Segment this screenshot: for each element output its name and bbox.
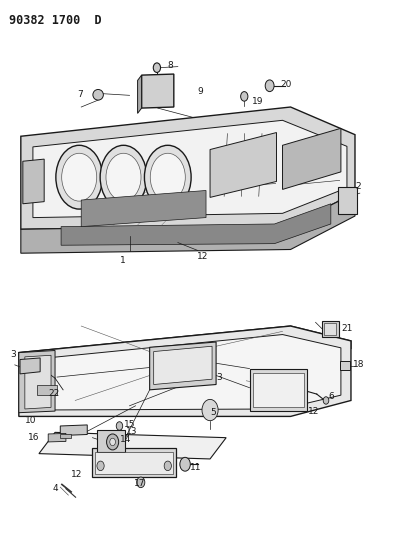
Ellipse shape — [144, 146, 191, 209]
Polygon shape — [60, 434, 71, 438]
Circle shape — [107, 434, 119, 450]
Polygon shape — [19, 326, 351, 360]
Polygon shape — [23, 159, 44, 204]
Circle shape — [342, 364, 346, 368]
Text: 3: 3 — [216, 373, 222, 382]
Polygon shape — [39, 432, 226, 459]
Polygon shape — [142, 74, 174, 108]
Circle shape — [116, 422, 123, 430]
Circle shape — [153, 63, 160, 72]
Polygon shape — [31, 335, 341, 410]
Text: 18: 18 — [353, 360, 364, 369]
Ellipse shape — [106, 154, 141, 201]
Text: 17: 17 — [134, 479, 145, 488]
Circle shape — [265, 80, 274, 92]
Text: 10: 10 — [25, 416, 36, 425]
Polygon shape — [210, 133, 276, 197]
Ellipse shape — [93, 90, 103, 100]
Text: 6: 6 — [329, 392, 335, 401]
Polygon shape — [93, 448, 176, 477]
Circle shape — [137, 477, 145, 488]
Circle shape — [97, 461, 104, 471]
Text: 12: 12 — [197, 253, 208, 261]
Polygon shape — [61, 204, 331, 245]
Polygon shape — [21, 193, 355, 253]
Text: 90382 1700  D: 90382 1700 D — [9, 14, 101, 27]
Circle shape — [241, 92, 248, 101]
Circle shape — [255, 384, 262, 395]
Text: 11: 11 — [190, 463, 202, 472]
Polygon shape — [149, 342, 216, 390]
Ellipse shape — [62, 154, 97, 201]
Polygon shape — [95, 451, 173, 474]
Circle shape — [323, 397, 329, 404]
Text: 12: 12 — [71, 471, 82, 479]
Circle shape — [180, 457, 190, 471]
Polygon shape — [19, 351, 55, 413]
Ellipse shape — [150, 154, 185, 201]
Polygon shape — [282, 128, 341, 189]
Polygon shape — [340, 361, 350, 370]
Polygon shape — [138, 75, 142, 114]
Polygon shape — [48, 433, 66, 442]
Polygon shape — [250, 368, 307, 411]
Text: 19: 19 — [252, 97, 264, 106]
Ellipse shape — [100, 146, 147, 209]
Text: 2: 2 — [356, 182, 362, 191]
Text: 21: 21 — [341, 324, 352, 333]
Circle shape — [110, 438, 116, 446]
Polygon shape — [97, 430, 125, 451]
Text: 4: 4 — [53, 484, 59, 493]
Polygon shape — [60, 425, 87, 435]
Polygon shape — [322, 321, 339, 337]
Text: 22: 22 — [48, 389, 59, 398]
Text: 3: 3 — [11, 350, 17, 359]
Ellipse shape — [56, 146, 103, 209]
Text: 12: 12 — [307, 407, 319, 416]
Text: 7: 7 — [78, 90, 83, 99]
Polygon shape — [81, 190, 206, 227]
Text: 1: 1 — [120, 256, 125, 264]
Polygon shape — [21, 107, 355, 229]
Polygon shape — [37, 384, 57, 395]
Polygon shape — [19, 326, 351, 416]
Text: 8: 8 — [168, 61, 174, 70]
Polygon shape — [324, 323, 337, 335]
Polygon shape — [25, 356, 51, 409]
Text: 14: 14 — [120, 435, 131, 444]
Text: 16: 16 — [28, 433, 40, 442]
Polygon shape — [253, 373, 304, 407]
Text: 9: 9 — [197, 86, 203, 95]
Text: 15: 15 — [124, 421, 135, 430]
Circle shape — [202, 399, 218, 421]
Text: 20: 20 — [280, 80, 292, 89]
Text: 13: 13 — [126, 427, 138, 436]
Polygon shape — [338, 187, 357, 214]
Polygon shape — [20, 358, 40, 374]
Text: 5: 5 — [210, 408, 216, 417]
Polygon shape — [154, 346, 212, 384]
Polygon shape — [33, 120, 347, 217]
Circle shape — [164, 461, 171, 471]
